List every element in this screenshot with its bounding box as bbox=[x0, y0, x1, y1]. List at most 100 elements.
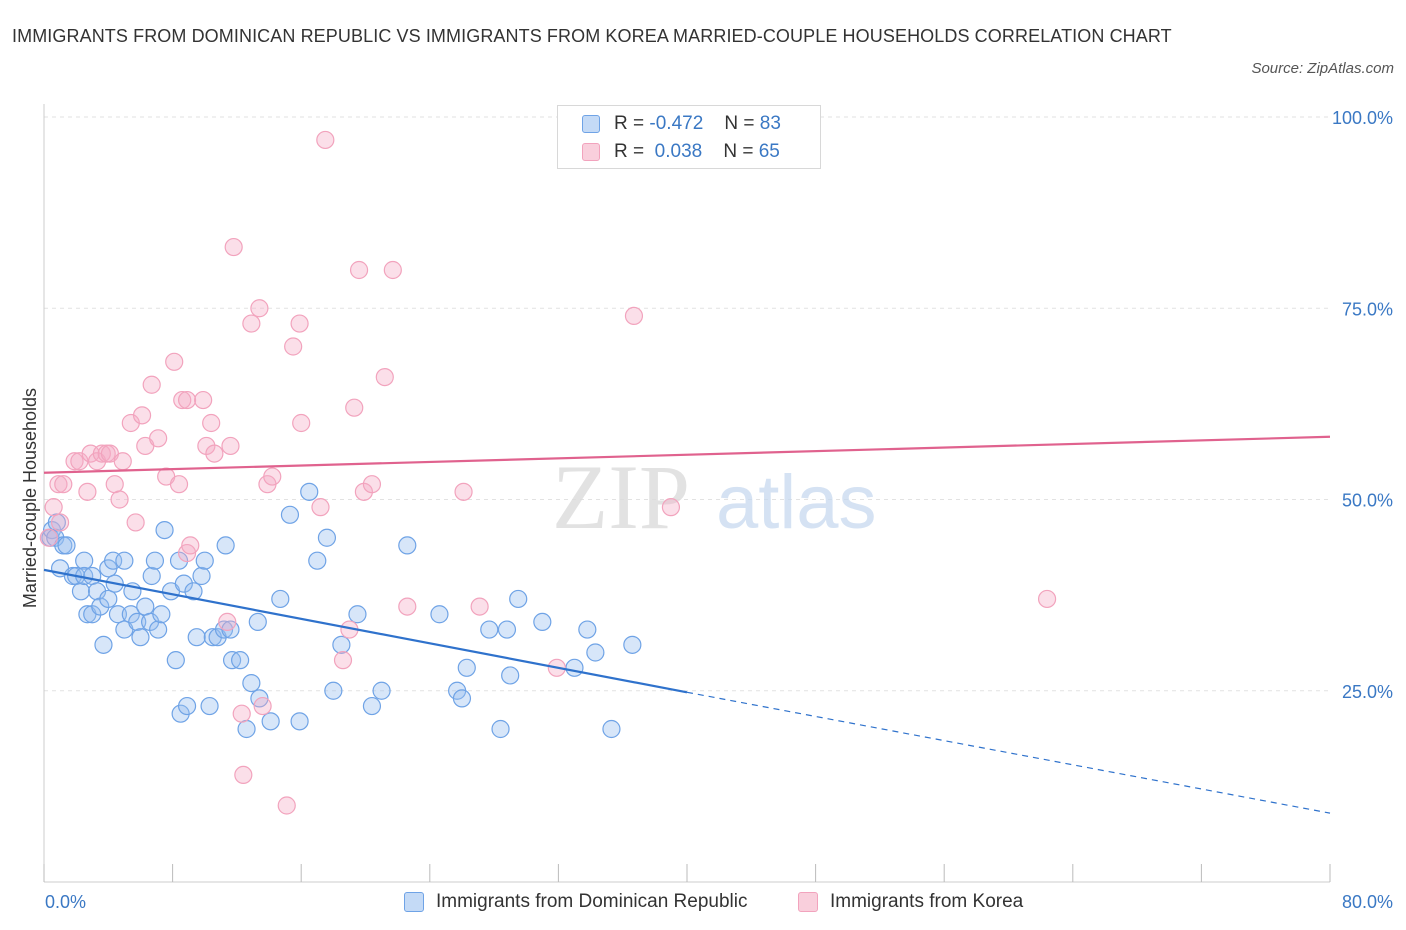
y-tick-label: 100.0% bbox=[1332, 108, 1393, 128]
data-point bbox=[78, 482, 97, 501]
data-point bbox=[623, 635, 642, 654]
data-point bbox=[324, 681, 343, 700]
data-point bbox=[149, 429, 168, 448]
trend-line-dominican-extension bbox=[686, 691, 1331, 814]
data-point bbox=[195, 551, 214, 570]
legend-n-value-dominican: 83 bbox=[759, 113, 781, 134]
data-point bbox=[205, 444, 224, 463]
data-point bbox=[142, 566, 161, 586]
data-point bbox=[430, 605, 449, 624]
data-point bbox=[177, 696, 197, 716]
data-point bbox=[39, 528, 58, 547]
data-point bbox=[234, 765, 253, 785]
data-point bbox=[398, 597, 417, 616]
chart-title: IMMIGRANTS FROM DOMINICAN REPUBLIC VS IM… bbox=[12, 26, 1172, 46]
data-point bbox=[509, 589, 528, 609]
y-tick-label: 25.0% bbox=[1342, 682, 1393, 702]
data-point bbox=[300, 482, 319, 501]
trend-lines bbox=[43, 435, 1331, 814]
axes bbox=[43, 104, 1331, 883]
legend-r-value-korea: 0.038 bbox=[654, 141, 703, 162]
data-point bbox=[181, 536, 200, 555]
data-point bbox=[145, 551, 165, 570]
data-point bbox=[375, 368, 394, 387]
data-point bbox=[284, 337, 303, 356]
data-point bbox=[624, 306, 644, 325]
data-point bbox=[99, 589, 118, 609]
data-point bbox=[231, 651, 250, 670]
data-point bbox=[105, 475, 124, 494]
legend-swatch-korea bbox=[582, 143, 600, 161]
x-tick-label: 80.0% bbox=[1342, 892, 1393, 912]
data-point bbox=[290, 712, 309, 731]
data-point bbox=[565, 658, 584, 677]
data-point bbox=[165, 352, 184, 371]
data-point bbox=[174, 574, 193, 593]
legend-r-value-dominican: -0.472 bbox=[649, 113, 704, 134]
data-point bbox=[480, 620, 499, 639]
series-korea-points bbox=[39, 107, 1057, 815]
data-point bbox=[113, 452, 132, 471]
tick-labels: 25.0% 50.0% 75.0% 100.0% 0.0% 80.0% bbox=[45, 108, 1393, 912]
data-point bbox=[345, 398, 364, 417]
data-point bbox=[131, 628, 150, 647]
data-point bbox=[349, 260, 369, 280]
legend-r-label: R = bbox=[614, 113, 645, 134]
data-point bbox=[317, 528, 337, 547]
data-point bbox=[470, 597, 489, 616]
data-point bbox=[372, 681, 391, 700]
legend-swatch-dominican bbox=[582, 115, 600, 133]
watermark-zip: ZIP bbox=[552, 446, 690, 548]
data-point bbox=[194, 390, 213, 410]
data-point bbox=[250, 299, 269, 318]
data-point bbox=[177, 390, 197, 410]
data-point bbox=[200, 696, 219, 716]
data-point bbox=[136, 597, 155, 616]
data-point bbox=[155, 520, 174, 540]
data-point bbox=[237, 719, 256, 739]
trend-line-korea bbox=[43, 435, 1331, 474]
y-axis-label: Married-couple Households bbox=[20, 388, 40, 608]
data-point bbox=[501, 666, 520, 685]
data-point bbox=[49, 475, 68, 494]
data-point bbox=[224, 237, 243, 257]
data-point bbox=[242, 673, 261, 693]
data-point bbox=[44, 498, 63, 517]
data-point bbox=[169, 475, 189, 494]
data-point bbox=[71, 582, 91, 601]
watermark-atlas: atlas bbox=[716, 460, 877, 545]
bottom-legend-swatch-dominican bbox=[404, 892, 424, 912]
correlation-legend: R = -0.472 N = 83 R = 0.038 N = 65 bbox=[557, 105, 821, 169]
data-point bbox=[152, 605, 171, 624]
data-point bbox=[75, 551, 94, 570]
data-point bbox=[261, 712, 280, 731]
data-point bbox=[271, 589, 290, 609]
legend-n-label: N = bbox=[724, 113, 755, 134]
data-point bbox=[398, 536, 417, 555]
data-point bbox=[497, 620, 517, 639]
grid-lines bbox=[44, 116, 1330, 692]
data-point bbox=[383, 260, 402, 280]
data-point bbox=[491, 719, 510, 739]
bottom-legend-label-dominican: Immigrants from Dominican Republic bbox=[436, 891, 748, 912]
trend-line-dominican bbox=[43, 568, 688, 694]
data-point bbox=[452, 689, 472, 708]
data-point bbox=[142, 375, 161, 394]
data-point bbox=[308, 551, 327, 570]
data-point bbox=[232, 704, 251, 723]
data-point bbox=[292, 413, 311, 433]
data-point bbox=[316, 130, 335, 150]
data-point bbox=[332, 635, 351, 654]
data-point bbox=[290, 314, 309, 333]
data-point bbox=[586, 643, 605, 662]
data-point bbox=[54, 475, 73, 494]
bottom-legend-swatch-korea bbox=[798, 892, 818, 912]
data-point bbox=[126, 513, 145, 532]
legend-n-label: N = bbox=[723, 141, 754, 162]
data-point bbox=[115, 551, 134, 570]
data-point bbox=[221, 436, 240, 456]
data-point bbox=[454, 482, 473, 501]
data-point bbox=[218, 612, 237, 632]
data-point bbox=[108, 605, 128, 624]
